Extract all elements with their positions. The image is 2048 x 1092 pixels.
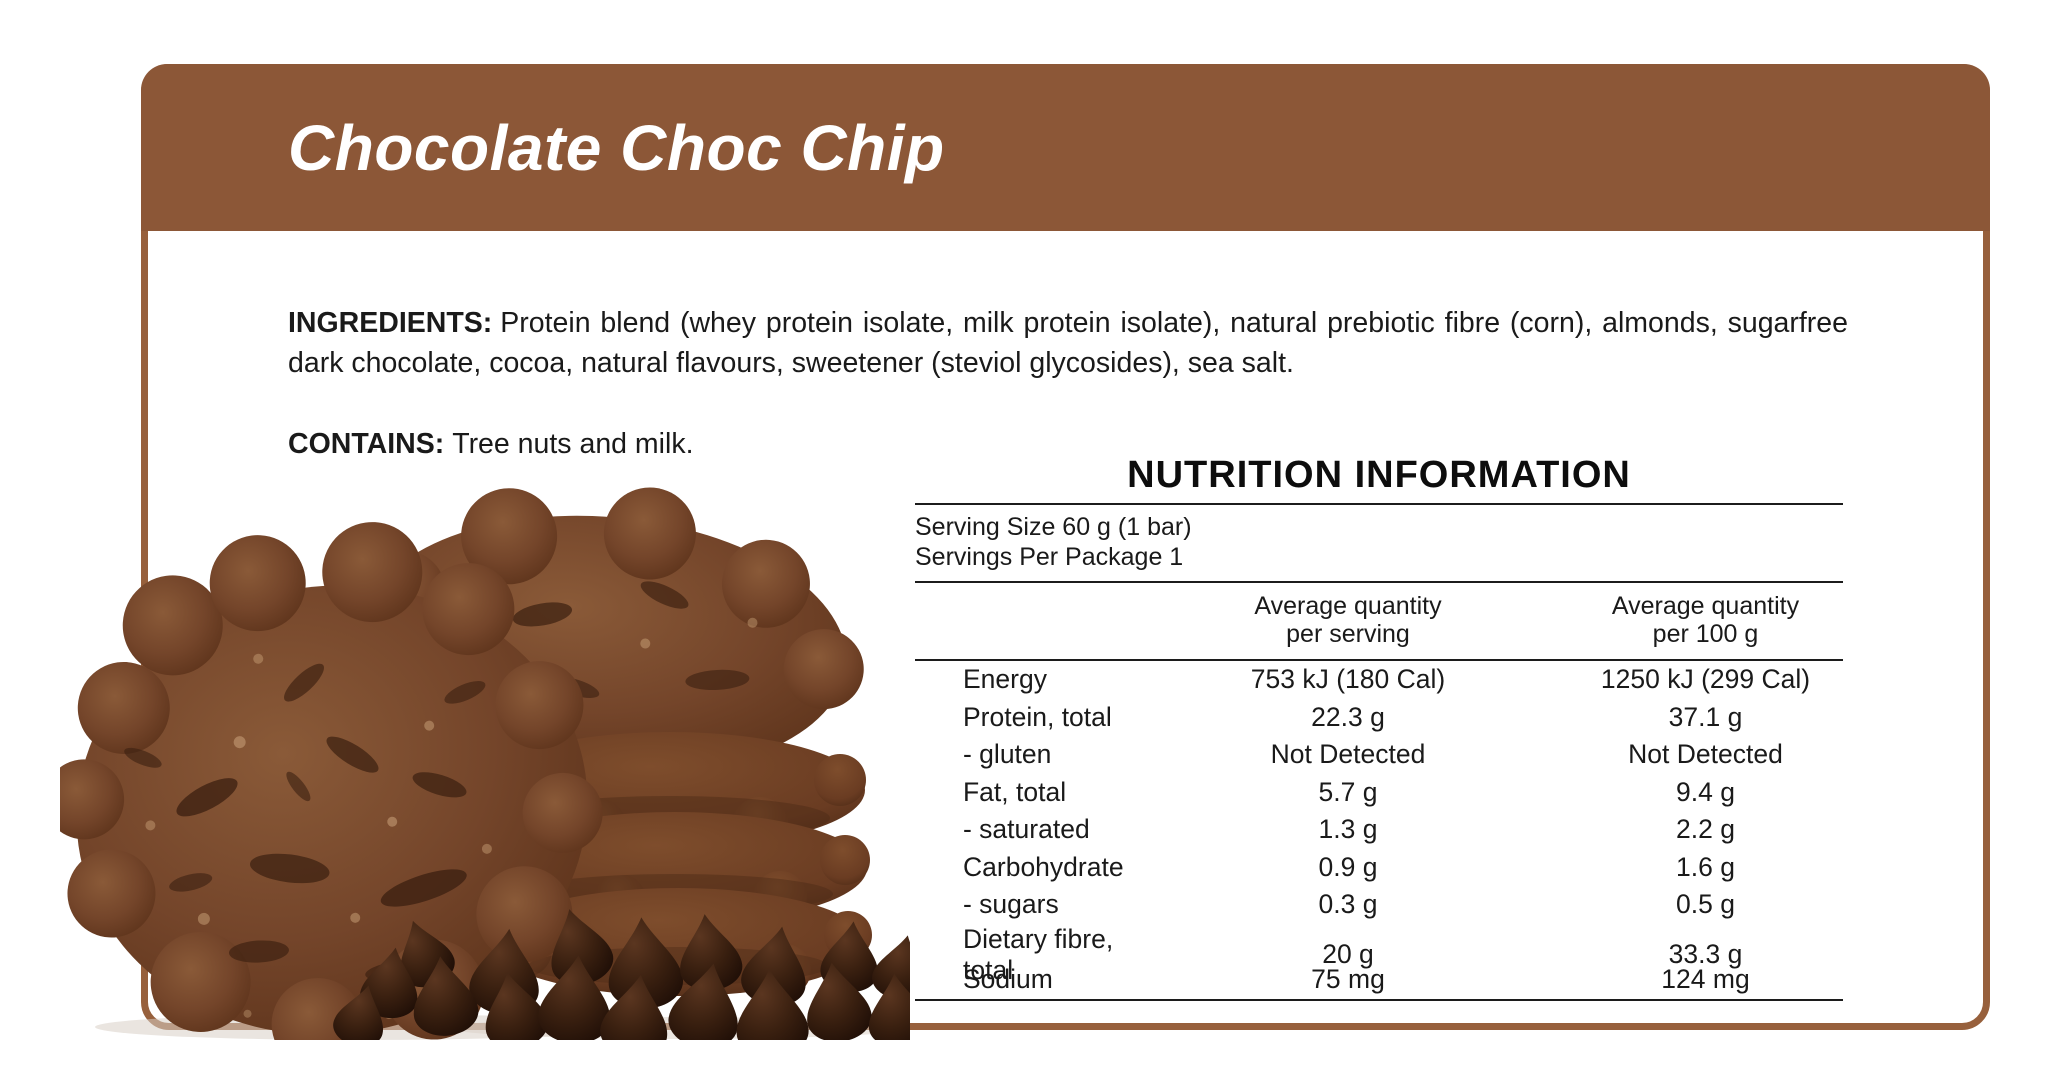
table-row-dietary-fibre: Dietary fibre, total 20 g 33.3 g [915, 924, 1843, 985]
contains-paragraph: CONTAINS: Tree nuts and milk. [288, 426, 694, 462]
column-header-row: Average quantity per serving Average qua… [915, 583, 1843, 659]
row-value-per-serving: 5.7 g [1318, 776, 1378, 807]
row-value-per-100g: 33.3 g [1668, 939, 1743, 969]
cookies-and-choc-chips-image [44, 487, 934, 1071]
table-row-fat: Fat, total 5.7 g 9.4 g [915, 774, 1843, 812]
row-value-per-serving: 0.3 g [1318, 889, 1378, 920]
table-rule-serving [915, 581, 1843, 583]
row-value-per-100g: Not Detected [1628, 739, 1783, 770]
table-rule-top [915, 503, 1843, 505]
table-rule-header [915, 659, 1843, 661]
table-row-gluten: - gluten Not Detected Not Detected [915, 736, 1843, 774]
row-value-per-100g: 9.4 g [1676, 776, 1735, 807]
contains-text: Tree nuts and milk. [452, 427, 694, 460]
servings-per-package-line: Servings Per Package 1 [915, 543, 1184, 571]
row-value-per-serving: 75 mg [1311, 964, 1385, 995]
row-label: Carbohydrate [963, 851, 1124, 882]
row-label: Protein, total [963, 701, 1112, 732]
row-value-per-serving: Not Detected [1270, 739, 1426, 770]
table-rule-bottom [915, 998, 1843, 1001]
row-label: Fat, total [963, 776, 1067, 807]
cookies-photo [44, 480, 934, 1071]
row-value-per-100g: 1250 kJ (299 Cal) [1600, 664, 1811, 695]
row-value-per-serving: 0.9 g [1318, 851, 1378, 882]
table-row-sodium: Sodium 75 mg 124 mg [915, 961, 1843, 999]
row-value-per-100g: 1.6 g [1676, 851, 1735, 882]
contains-label: CONTAINS: [288, 427, 445, 460]
row-value-per-serving: 753 kJ (180 Cal) [1250, 664, 1446, 695]
row-label: - gluten [963, 739, 1052, 770]
row-value-per-100g: 124 mg [1661, 964, 1750, 995]
row-value-per-100g: 37.1 g [1668, 701, 1743, 732]
row-label: - saturated [963, 814, 1090, 845]
row-value-per-serving: 20 g [1322, 939, 1374, 969]
column-header-per-serving: Average quantity per serving [1254, 592, 1442, 648]
ingredients-paragraph: INGREDIENTS: Protein blend (whey protein … [288, 303, 1848, 383]
table-row-sugars: - sugars 0.3 g 0.5 g [915, 886, 1843, 924]
row-value-per-serving: 1.3 g [1318, 814, 1378, 845]
nutrition-rows: Energy 753 kJ (180 Cal) 1250 kJ (299 Cal… [915, 661, 1843, 999]
row-value-per-100g: 2.2 g [1676, 814, 1735, 845]
row-label: Energy [963, 664, 1047, 695]
serving-info: Serving Size 60 g (1 bar) Servings Per P… [915, 505, 1843, 581]
table-row-carbohydrate: Carbohydrate 0.9 g 1.6 g [915, 849, 1843, 887]
row-label: - sugars [963, 889, 1059, 920]
serving-size-line: Serving Size 60 g (1 bar) [915, 513, 1192, 541]
ingredients-label: INGREDIENTS: [288, 306, 493, 339]
nutrition-panel: NUTRITION INFORMATION Serving Size 60 g … [915, 455, 1843, 1001]
card-header: Chocolate Choc Chip [141, 64, 1990, 231]
row-label: Sodium [963, 964, 1053, 995]
column-header-per-100g: Average quantity per 100 g [1611, 592, 1800, 648]
table-row-protein: Protein, total 22.3 g 37.1 g [915, 699, 1843, 737]
product-title: Chocolate Choc Chip [288, 111, 945, 184]
ingredients-text: Protein blend (whey protein isolate, mil… [288, 306, 1848, 379]
table-row-energy: Energy 753 kJ (180 Cal) 1250 kJ (299 Cal… [915, 661, 1843, 699]
row-value-per-serving: 22.3 g [1311, 701, 1385, 732]
row-label: Dietary fibre, total [963, 923, 1114, 985]
product-label-card: Chocolate Choc Chip INGREDIENTS: Protein … [44, 64, 1990, 1071]
table-row-saturated: - saturated 1.3 g 2.2 g [915, 811, 1843, 849]
nutrition-title: NUTRITION INFORMATION [1127, 454, 1631, 496]
row-value-per-100g: 0.5 g [1676, 889, 1735, 920]
